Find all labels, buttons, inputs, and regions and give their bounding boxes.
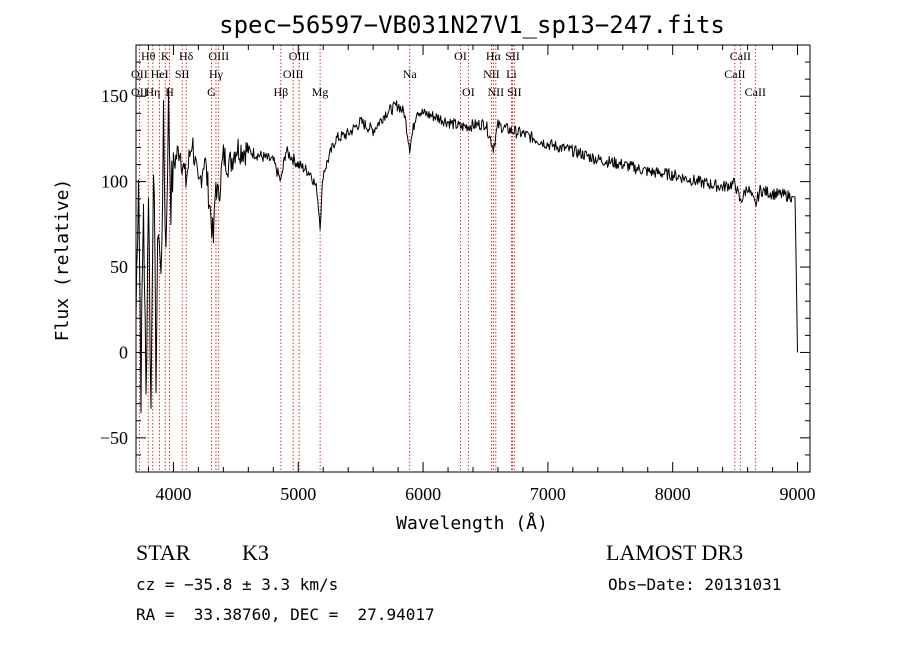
- line-label: OI: [462, 85, 475, 99]
- y-axis-label: Flux (relative): [52, 179, 73, 342]
- y-tick-label: 100: [101, 172, 128, 192]
- line-label: OIII: [289, 49, 310, 63]
- line-label: SII: [505, 49, 520, 63]
- x-tick-label: 9000: [780, 484, 816, 504]
- y-axis-ticks: −50 0 50 100 150: [100, 61, 810, 456]
- plot-frame: [135, 44, 811, 473]
- line-label: OII: [131, 85, 148, 99]
- line-label: SII: [175, 67, 190, 81]
- line-label: H: [165, 85, 174, 99]
- line-label: NII: [488, 85, 505, 99]
- spectrum-line: [135, 87, 798, 413]
- line-markers: [138, 45, 756, 472]
- object-subclass: K3: [242, 540, 269, 565]
- x-axis-label: Wavelength (Å): [396, 512, 548, 534]
- line-label: SII: [507, 85, 522, 99]
- redshift-cz: cz = −35.8 ± 3.3 km/s: [136, 575, 338, 594]
- line-label: NII: [483, 67, 500, 81]
- line-label: OI: [454, 49, 467, 63]
- object-class: STAR: [136, 540, 191, 565]
- observation-date: Obs−Date: 20131031: [608, 575, 781, 594]
- x-tick-label: 4000: [155, 484, 191, 504]
- survey-name: LAMOST DR3: [606, 540, 743, 565]
- spectrum-series: [135, 87, 798, 413]
- x-tick-label: 8000: [655, 484, 691, 504]
- x-axis-ticks: 4000 5000 6000 7000 8000 9000: [147, 45, 816, 504]
- line-label: Mg: [312, 85, 329, 99]
- line-label: Hθ: [141, 49, 156, 63]
- line-label: CaII: [745, 85, 766, 99]
- line-label: OIII: [283, 67, 304, 81]
- line-label: Hγ: [209, 67, 224, 81]
- line-label: OII: [131, 67, 148, 81]
- line-label: Hδ: [179, 49, 194, 63]
- x-tick-label: 5000: [280, 484, 316, 504]
- line-label: CaII: [724, 67, 745, 81]
- line-label: Li: [506, 67, 517, 81]
- line-label: Hα: [486, 49, 502, 63]
- line-label: Hβ: [274, 85, 289, 99]
- y-tick-label: −50: [100, 428, 128, 448]
- y-tick-label: 0: [119, 342, 128, 362]
- line-label: OIII: [208, 49, 229, 63]
- x-tick-label: 7000: [530, 484, 566, 504]
- y-tick-label: 50: [110, 257, 128, 277]
- line-label: HeI: [151, 67, 169, 81]
- y-tick-label: 150: [101, 86, 128, 106]
- line-label: Na: [403, 67, 418, 81]
- line-label: G: [207, 85, 216, 99]
- line-label: CaII: [730, 49, 751, 63]
- line-label: K: [161, 49, 170, 63]
- x-tick-label: 6000: [405, 484, 441, 504]
- line-label: Hη: [145, 85, 160, 99]
- chart-title: spec−56597−VB031N27V1_sp13−247.fits: [219, 11, 725, 39]
- coordinates: RA = 33.38760, DEC = 27.94017: [136, 605, 435, 624]
